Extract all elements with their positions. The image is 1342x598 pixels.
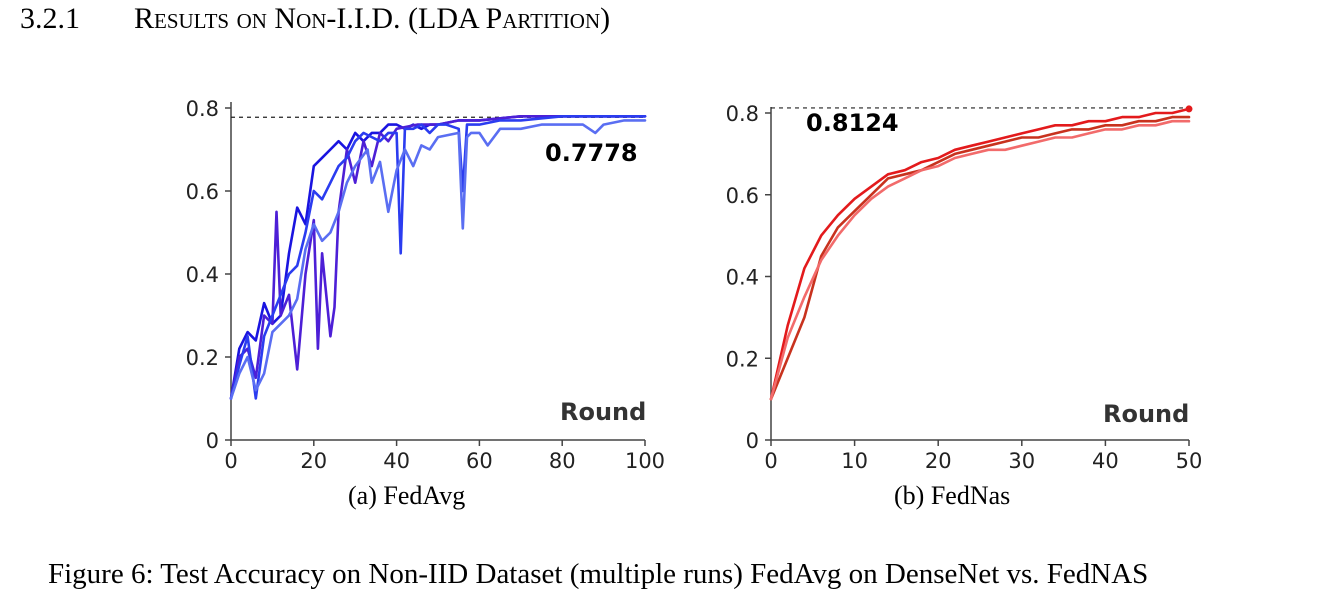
y-tick-label: 0.6 bbox=[186, 180, 219, 204]
series-line-2 bbox=[769, 115, 1191, 401]
end-point bbox=[1185, 105, 1193, 113]
x-tick-label: 100 bbox=[625, 449, 665, 473]
y-tick-label: 0.8 bbox=[186, 97, 219, 121]
y-tick-label: 0.6 bbox=[726, 184, 759, 208]
x-tick-label: 10 bbox=[841, 449, 868, 473]
x-tick-label: 40 bbox=[383, 449, 410, 473]
y-tick-label: 0.8 bbox=[726, 102, 759, 126]
y-tick-label: 0.4 bbox=[726, 266, 759, 290]
y-tick-label: 0 bbox=[746, 429, 759, 453]
y-tick-label: 0 bbox=[206, 429, 219, 453]
x-tick-label: 80 bbox=[549, 449, 576, 473]
x-tick-label: 0 bbox=[764, 449, 777, 473]
value-annotation: 0.8124 bbox=[806, 109, 899, 137]
x-tick-label: 50 bbox=[1176, 449, 1203, 473]
section-heading: 3.2.1 Results on Non-I.I.D. (LDA Partitio… bbox=[20, 2, 610, 36]
chart-fednas: 0 10 20 30 40 50 0 0.2 0.4 0.6 0.8 0.8124 Round bbox=[726, 102, 1203, 473]
series-line-1 bbox=[769, 107, 1191, 401]
x-tick-label: 60 bbox=[466, 449, 493, 473]
x-tick-label: 0 bbox=[224, 449, 237, 473]
chart-fedavg: 0 20 40 60 80 100 0 0.2 0.4 0.6 0.8 0.7778 Round bbox=[186, 97, 665, 473]
series-line-4 bbox=[229, 119, 647, 400]
subcaption-a: (a) FedAvg bbox=[348, 481, 466, 510]
y-tick-label: 0.4 bbox=[186, 263, 219, 287]
x-tick-label: 20 bbox=[300, 449, 327, 473]
y-tick-label: 0.2 bbox=[186, 346, 219, 370]
series-line-2 bbox=[229, 115, 647, 400]
figure-caption: Figure 6: Test Accuracy on Non-IID Datas… bbox=[48, 558, 1149, 590]
x-tick-label: 30 bbox=[1008, 449, 1035, 473]
section-number: 3.2.1 bbox=[20, 2, 80, 35]
series-line-3 bbox=[229, 115, 647, 400]
series-line-3 bbox=[769, 119, 1191, 401]
y-tick-label: 0.2 bbox=[726, 347, 759, 371]
x-tick-label: 20 bbox=[925, 449, 952, 473]
x-tick-label: 40 bbox=[1092, 449, 1119, 473]
subcaption-b: (b) FedNas bbox=[894, 481, 1011, 510]
x-axis-label: Round bbox=[560, 398, 646, 426]
value-annotation: 0.7778 bbox=[545, 139, 638, 167]
x-axis-label: Round bbox=[1103, 400, 1189, 428]
section-title: Results on Non-I.I.D. (LDA Partition) bbox=[134, 2, 611, 35]
